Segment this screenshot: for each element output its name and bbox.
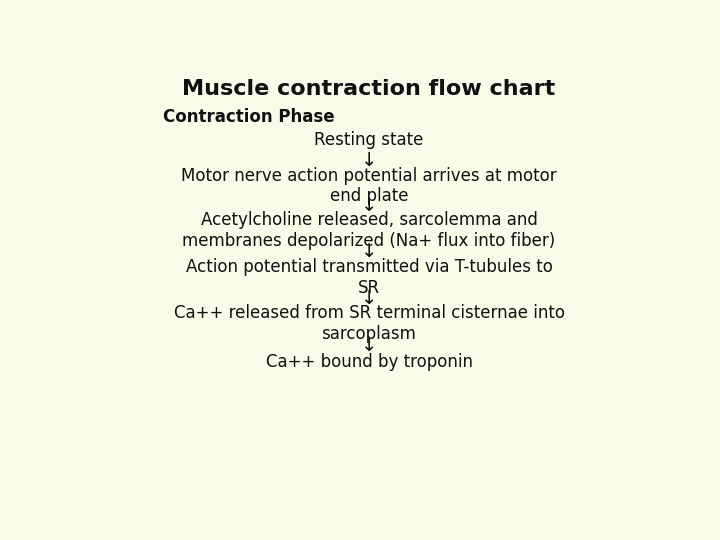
Text: Contraction Phase: Contraction Phase bbox=[163, 109, 334, 126]
Text: Ca++ released from SR terminal cisternae into
sarcoplasm: Ca++ released from SR terminal cisternae… bbox=[174, 304, 564, 343]
Text: Action potential transmitted via T-tubules to
SR: Action potential transmitted via T-tubul… bbox=[186, 258, 552, 297]
Text: ↓: ↓ bbox=[361, 151, 377, 170]
Text: Acetylcholine released, sarcolemma and
membranes depolarized (Na+ flux into fibe: Acetylcholine released, sarcolemma and m… bbox=[182, 211, 556, 250]
Text: ↓: ↓ bbox=[361, 242, 377, 261]
Text: Muscle contraction flow chart: Muscle contraction flow chart bbox=[182, 79, 556, 99]
Text: Motor nerve action potential arrives at motor
end plate: Motor nerve action potential arrives at … bbox=[181, 167, 557, 206]
Text: ↓: ↓ bbox=[361, 196, 377, 215]
Text: Resting state: Resting state bbox=[315, 131, 423, 150]
Text: Ca++ bound by troponin: Ca++ bound by troponin bbox=[266, 353, 472, 370]
Text: ↓: ↓ bbox=[361, 288, 377, 307]
Text: ↓: ↓ bbox=[361, 336, 377, 355]
